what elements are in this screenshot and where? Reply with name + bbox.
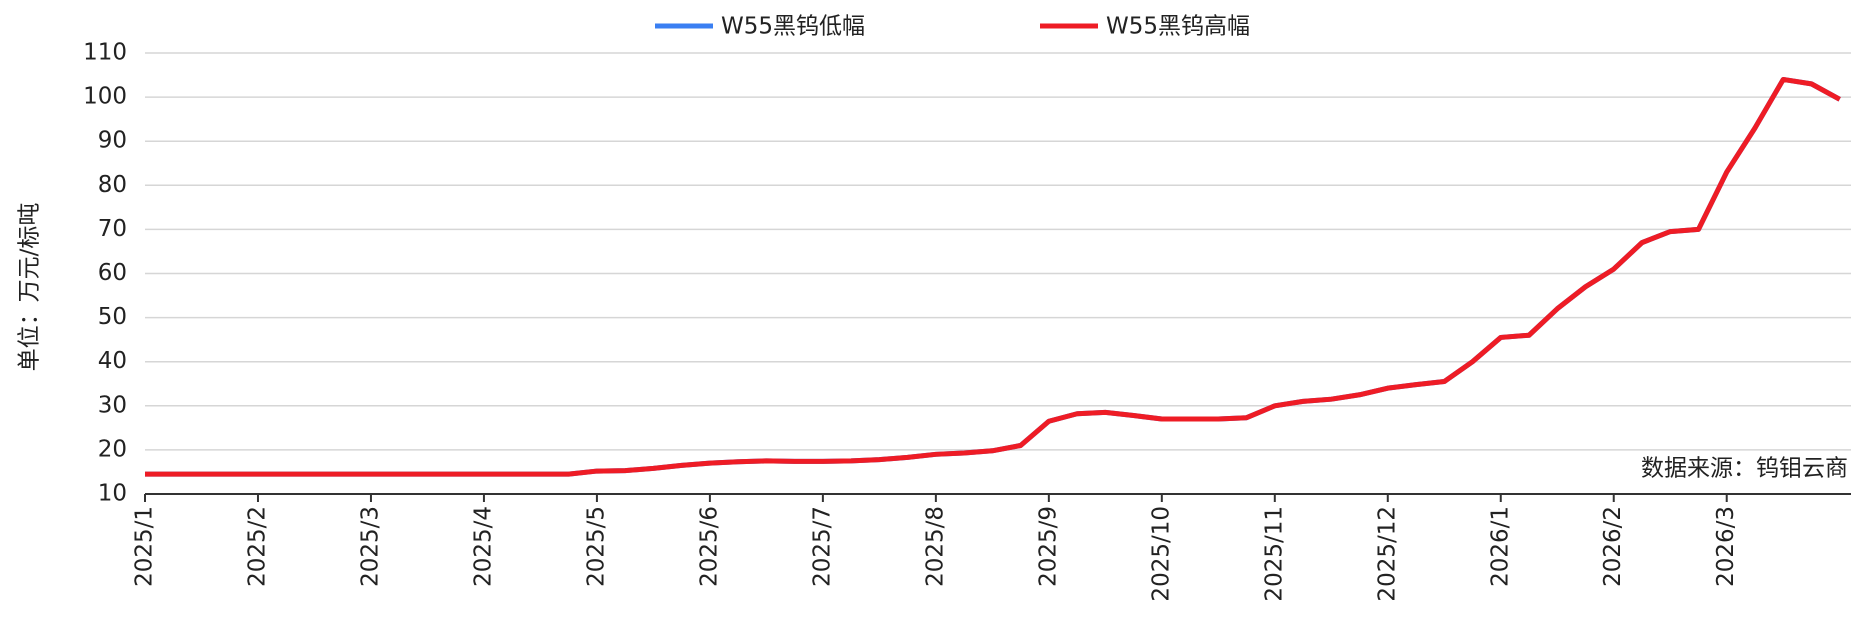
y-tick-label: 80 [98,172,127,198]
x-tick-label: 2026/2 [1600,506,1626,587]
x-tick-label: 2025/12 [1374,506,1400,602]
x-tick-label: 2025/9 [1035,506,1061,587]
x-tick-label: 2025/7 [809,506,835,587]
y-tick-label: 100 [83,84,127,110]
y-tick-label: 110 [83,40,127,66]
y-tick-label: 20 [98,436,127,462]
x-tick-label: 2025/2 [244,506,270,587]
x-tick-label: 2026/3 [1713,506,1739,587]
y-axis-label: 单位：万元/标吨 [17,203,43,372]
x-tick-label: 2025/10 [1148,506,1174,602]
y-tick-label: 50 [98,304,127,330]
x-tick-label: 2025/8 [922,506,948,587]
y-tick-label: 40 [98,348,127,374]
legend-label: W55黑钨高幅 [1106,14,1250,40]
y-tick-label: 90 [98,128,127,154]
line-series [145,76,1841,477]
x-tick-label: 2025/4 [470,506,496,587]
y-tick-label: 10 [98,481,127,507]
x-tick-label: 2025/5 [583,506,609,587]
x-tick-label: 2025/11 [1261,506,1287,602]
x-tick-label: 2026/1 [1487,506,1513,587]
y-tick-label: 30 [98,392,127,418]
x-tick-label: 2025/1 [132,506,158,587]
y-tick-label: 60 [98,260,127,286]
x-tick-label: 2025/6 [696,506,722,587]
annotation: 数据来源：钨钼云商 [1641,456,1848,482]
line-series [145,76,1841,477]
legend-label: W55黑钨低幅 [721,14,865,40]
x-tick-label: 2025/3 [357,506,383,587]
y-tick-label: 70 [98,216,127,242]
